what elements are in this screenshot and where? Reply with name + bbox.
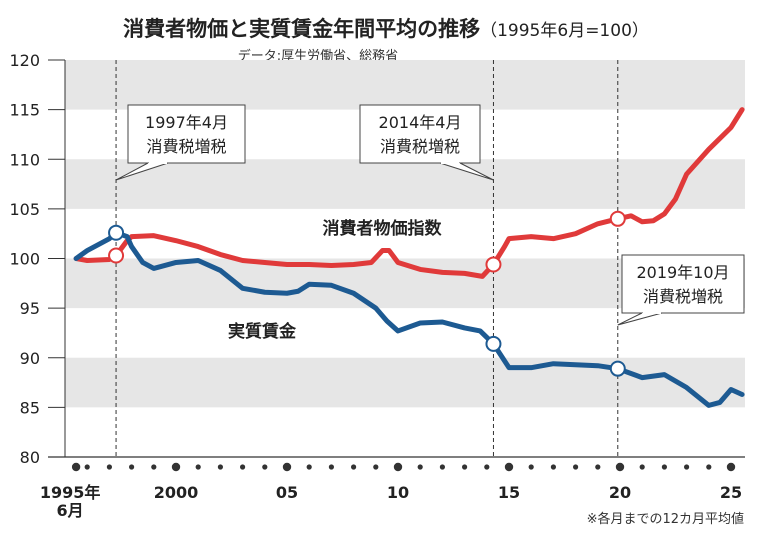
y-tick-label: 100 [9,250,40,269]
callout-pointer [115,162,169,181]
year-dot [661,464,668,470]
y-tick-label: 80 [20,448,40,467]
x-tick-label: 10 [387,483,409,502]
y-tick-label: 110 [9,150,40,169]
callout-box [621,254,745,314]
year-dot [484,464,490,470]
year-dot [84,464,90,470]
y-tick-label: 105 [9,200,40,219]
cpi-marker [609,210,626,227]
year-dot [240,464,246,470]
x-tick-label: 1995年 [40,483,101,502]
x-tick-label: 05 [276,483,298,502]
callout-pointer [617,312,663,326]
x-tick-label: 20 [609,483,631,502]
year-dot [195,464,201,470]
callout-pointer [439,162,494,181]
major-year-dot [171,462,181,472]
year-dot [328,464,334,470]
chart-note: ※各月までの12カ月平均値 [587,511,744,527]
year-dot [351,464,357,470]
x-tick-label: 25 [720,483,742,502]
year-dot [151,464,157,470]
major-year-dot [282,462,292,472]
real-wage-marker [609,360,626,377]
y-tick-label: 90 [20,349,40,368]
chart-title: 消費者物価と実質賃金年間平均の推移 [123,17,480,41]
grid-band [65,60,745,110]
callout-event: 消費税増税 [146,137,226,156]
cpi-marker [485,256,502,273]
cpi-line [73,107,745,279]
series-label-cpi: 消費者物価指数 [323,218,443,239]
year-dot [129,464,135,470]
callout-box [359,104,481,164]
grid-band [65,159,745,209]
major-year-dot [393,462,403,472]
year-dot [595,464,601,470]
callout-box [127,104,246,164]
major-year-dot [504,462,514,472]
major-year-dot [615,462,625,472]
year-dot [217,464,223,470]
grid-band [65,357,745,408]
real-wage-marker [485,335,502,352]
svg-text:消費者物価と実質賃金年間平均の推移（1995年6月=100）: 消費者物価と実質賃金年間平均の推移（1995年6月=100） [123,17,649,41]
year-dot [528,464,534,470]
year-dot [639,464,645,470]
y-tick-label: 85 [20,398,40,417]
year-dot [439,464,445,470]
x-tick-label: 15 [498,483,520,502]
cpi-marker [108,247,125,264]
callout-date: 2019年10月 [636,263,729,282]
year-dot [462,464,468,470]
real-wage-line [73,230,745,408]
year-dot [706,464,712,470]
series-label-real-wage: 実質賃金 [228,321,297,342]
year-dot [306,464,312,470]
year-dot [373,464,379,470]
y-tick-label: 95 [20,299,40,318]
x-tick-label: 2000 [154,483,199,502]
callout-event: 消費税増税 [380,137,460,156]
chart-subtitle: （1995年6月=100） [480,21,649,41]
major-year-dot [71,462,81,472]
y-tick-label: 115 [9,101,40,120]
callout-date: 2014年4月 [379,113,462,132]
year-dot [550,464,557,470]
y-tick-label: 120 [9,51,40,70]
major-year-dot [726,462,736,472]
year-dot [417,464,423,470]
year-dot [106,464,112,470]
year-dot [573,464,579,470]
year-dot [262,464,268,470]
year-dot [684,464,690,470]
x-tick-label-sub: 6月 [57,501,84,520]
callout-date: 1997年4月 [145,113,228,132]
callout-event: 消費税増税 [643,287,723,306]
real-wage-marker [108,224,125,241]
